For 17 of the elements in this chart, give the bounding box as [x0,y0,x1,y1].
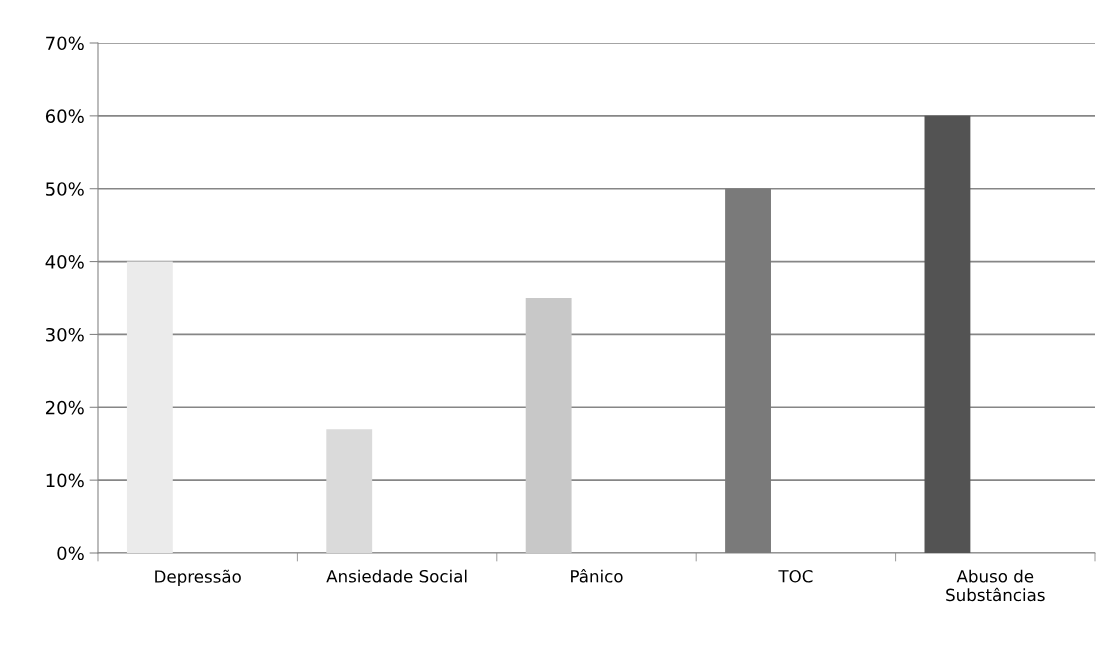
y-tick-label: 10% [46,473,84,488]
y-tick-label: 50% [46,182,84,196]
bar [924,115,971,553]
x-tick-label: Pânico [571,569,623,583]
y-tick-label: 60% [45,109,84,123]
x-tick-label: Ansiedade Social [326,569,467,583]
x-tick-label: TOC [778,569,813,583]
x-tick-label: Depressão [155,569,241,587]
bar [326,429,373,553]
y-tick-label: 70% [46,36,84,51]
y-tick-label: 0% [57,546,84,561]
y-tick-label: 30% [46,327,84,342]
bar [525,298,572,553]
x-tick-label: Abuso de Substâncias [946,569,1045,602]
y-tick-label: 40% [45,255,84,269]
y-tick-label: 20% [46,400,84,415]
bar [126,261,173,553]
